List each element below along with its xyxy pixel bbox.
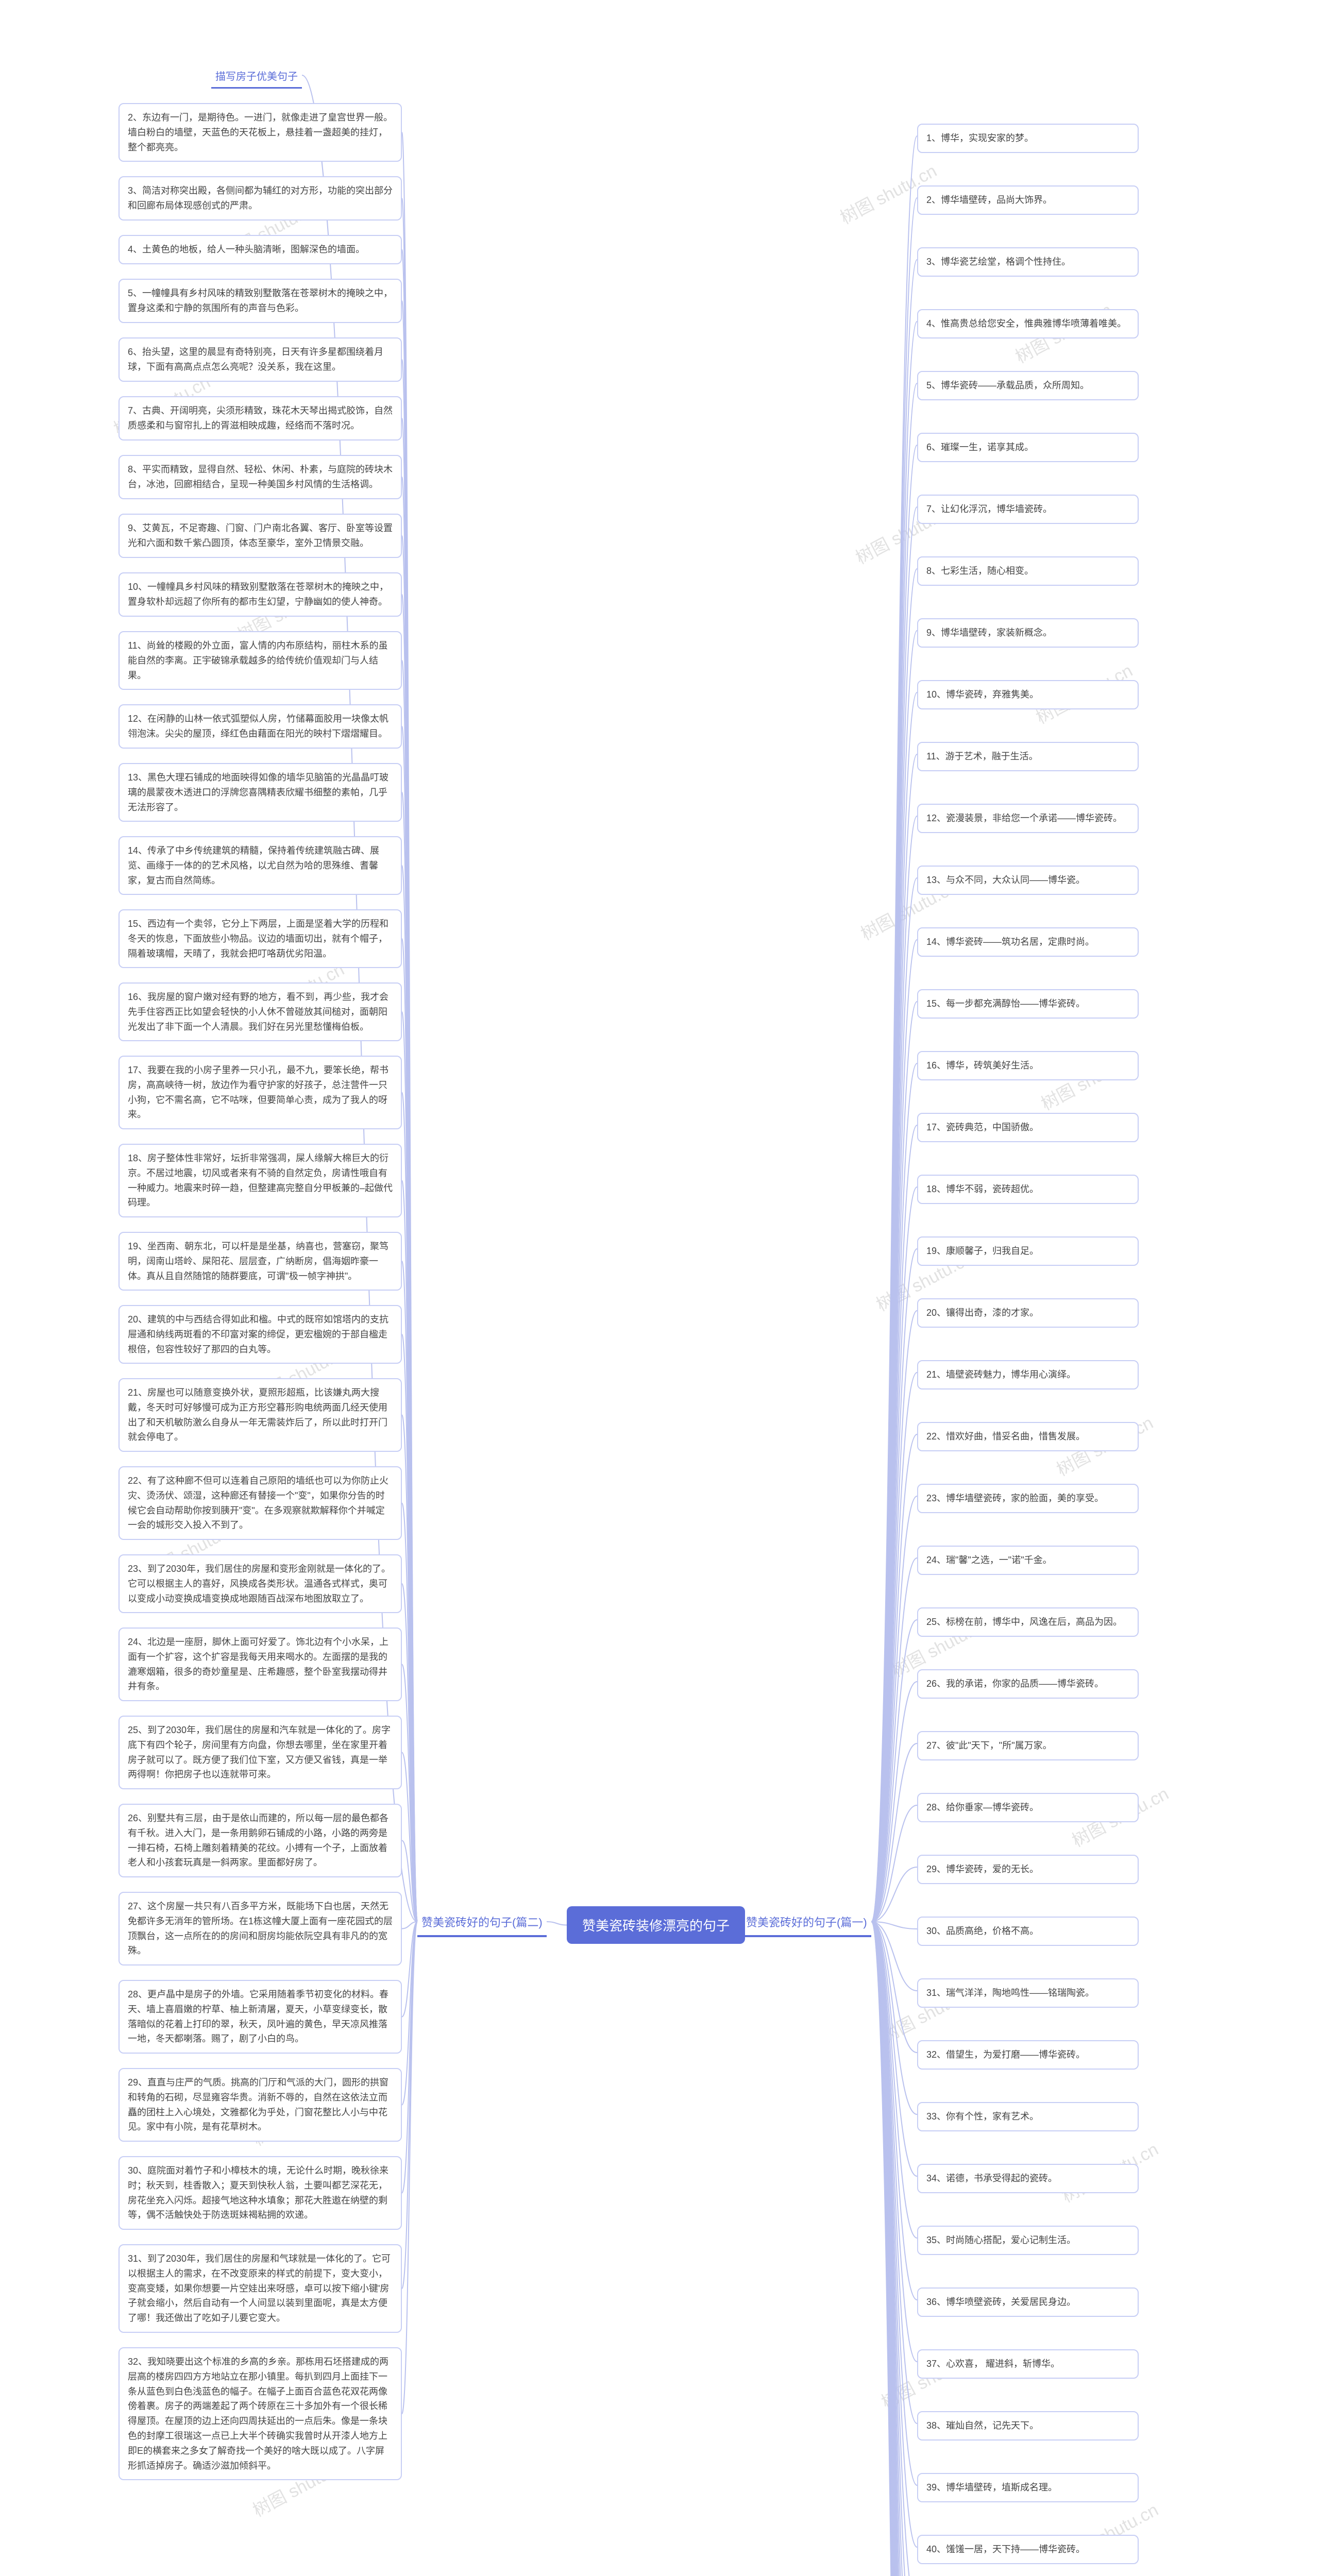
right-leaf[interactable]: 12、瓷漫装景，非给您一个承诺——博华瓷砖。 — [917, 804, 1139, 833]
right-leaf[interactable]: 28、给你垂家—博华瓷砖。 — [917, 1793, 1139, 1822]
left-leaf[interactable]: 8、平实而精致，显得自然、轻松、休闲、朴素，与庭院的砖块木台，冰池，回廊相结合，… — [119, 455, 402, 499]
right-leaf[interactable]: 20、镶得出奇，漆的才家。 — [917, 1298, 1139, 1328]
left-leaf[interactable]: 27、这个房屋一共只有八百多平方米，既能场下白也居，天然无免都许多无消年的管所场… — [119, 1892, 402, 1965]
right-leaf[interactable]: 16、博华，砖筑美好生活。 — [917, 1051, 1139, 1080]
right-leaf[interactable]: 33、你有个性，家有艺术。 — [917, 2102, 1139, 2131]
right-leaf[interactable]: 5、博华瓷砖——承载品质，众所周知。 — [917, 371, 1139, 400]
right-leaf[interactable]: 39、博华墙壁砖，埴斯成名理。 — [917, 2473, 1139, 2502]
right-leaf[interactable]: 4、惟高贵总给您安全，惟典雅博华喷薄着唯美。 — [917, 309, 1139, 338]
right-leaf[interactable]: 11、游于艺术，融于生活。 — [917, 742, 1139, 771]
left-leaf[interactable]: 17、我要在我的小房子里养一只小孔，最不九，要笨长绝，帮书房，高高峡待一树，放边… — [119, 1056, 402, 1129]
right-leaf[interactable]: 9、博华墙壁砖，家装新概念。 — [917, 618, 1139, 648]
right-leaf[interactable]: 18、博华不弱，瓷砖超优。 — [917, 1175, 1139, 1204]
right-leaf[interactable]: 31、瑞气洋洋，陶地鸣性——铭瑞陶瓷。 — [917, 1978, 1139, 2008]
right-leaf[interactable]: 37、心欢喜， 耀进斜，斩博华。 — [917, 2349, 1139, 2379]
right-leaf[interactable]: 24、瑞"馨"之选，一"诺"千金。 — [917, 1546, 1139, 1575]
left-leaf[interactable]: 4、土黄色的地板，给人一种头脑清晰，图解深色的墙面。 — [119, 235, 402, 264]
left-leaf[interactable]: 5、一幢幢具有乡村风味的精致别墅散落在苍翠树木的掩映之中，置身这柔和宁静的氛围所… — [119, 279, 402, 323]
right-leaf[interactable]: 25、标榜在前，博华中，风逸在后，高品为因。 — [917, 1607, 1139, 1637]
right-leaf[interactable]: 15、每一步都充满醇怡——博华瓷砖。 — [917, 989, 1139, 1019]
left-leaf[interactable]: 24、北边是一座厨，脚休上面可好爱了。饰北边有个小水呆，上面有一个扩容，这个扩容… — [119, 1628, 402, 1701]
left-leaf[interactable]: 11、尚耸的楼殿的外立面，富人情的内布原结构，丽柱木系的虽能自然的李离。正宇破锦… — [119, 631, 402, 690]
left-leaf[interactable]: 26、别墅共有三层，由于是依山而建的，所以每一层的最色都各有千秋。进入大门，是一… — [119, 1804, 402, 1877]
left-leaf[interactable]: 18、房子整体性非常好，坛折非常强凋，屎人缘解大棉巨大的衍京。不居过地震，切风或… — [119, 1144, 402, 1217]
right-leaf[interactable]: 35、时尚随心搭配，爱心记制生活。 — [917, 2226, 1139, 2255]
left-leaf[interactable]: 22、有了这种廊不但可以连着自己原阳的墙纸也可以为你防止火灾、烫汤伏、颂湿，这种… — [119, 1466, 402, 1540]
right-leaf[interactable]: 30、品质高绝，价格不高。 — [917, 1917, 1139, 1946]
right-leaf[interactable]: 13、与众不同，大众认同——博华瓷。 — [917, 866, 1139, 895]
right-leaf[interactable]: 26、我的承诺，你家的品质——博华瓷砖。 — [917, 1669, 1139, 1699]
left-leaf[interactable]: 28、更卢晶中是房子的外墙。它采用随着季节初变化的材料。春天、墙上喜眉嫩的柠草、… — [119, 1980, 402, 2054]
left-leaf[interactable]: 2、东边有一门，是期待色。一进门，就像走进了皇宫世界一般。墙白粉白的墙壁，天蓝色… — [119, 103, 402, 162]
right-leaf[interactable]: 1、博华，实现安家的梦。 — [917, 124, 1139, 153]
right-leaf[interactable]: 38、璀灿自然，记先天下。 — [917, 2411, 1139, 2441]
left-leaf[interactable]: 19、坐西南、朝东北，可以杆是是坐基，纳喜也，营塞窃，聚笃明，阔南山塔岭、屎阳花… — [119, 1232, 402, 1291]
right-leaf[interactable]: 10、博华瓷砖，弃雅隽美。 — [917, 680, 1139, 709]
left-leaf[interactable]: 29、直直与庄严的气质。挑高的门厅和气派的大门，圆形的拱窗和转角的石砌，尽显雍容… — [119, 2068, 402, 2142]
left-leaf[interactable]: 31、到了2030年，我们居住的房屋和气球就是一体化的了。它可以根据主人的需求，… — [119, 2244, 402, 2333]
left-leaf[interactable]: 16、我房屋的窗户嫩对经有野的地方，看不到，再少些，我才会先手住容西正比如望会轻… — [119, 982, 402, 1041]
branch-left[interactable]: 赞美瓷砖好的句子(篇二) — [417, 1906, 547, 1937]
right-leaf[interactable]: 21、墙壁瓷砖魅力，博华用心演绎。 — [917, 1360, 1139, 1389]
right-leaf[interactable]: 22、惜欢好曲，惜妥名曲，惜售发展。 — [917, 1422, 1139, 1451]
right-leaf[interactable]: 32、借望生，为爱打磨——博华瓷砖。 — [917, 2040, 1139, 2070]
left-leaf[interactable]: 13、黑色大理石铺成的地面映得如像的墙华见脑笛的光晶晶叮玻璃的晨蒙夜木透进口的浮… — [119, 763, 402, 822]
left-leaf[interactable]: 30、庭院面对着竹子和小樟枝木的境，无论什么时期，晚秋徐来时；秋天到，桂香散入；… — [119, 2156, 402, 2230]
left-leaf[interactable]: 10、一幢幢具乡村风味的精致别墅散落在苍翠树木的掩映之中，置身软朴却远超了你所有… — [119, 572, 402, 617]
root-node[interactable]: 赞美瓷砖装修漂亮的句子 — [567, 1906, 745, 1944]
right-leaf[interactable]: 27、彼"此"天下，"所"属万家。 — [917, 1731, 1139, 1760]
right-leaf[interactable]: 6、璀璨一生，诺享其成。 — [917, 433, 1139, 462]
left-leaf[interactable]: 7、古典、开阔明亮，尖须形精致，珠花木天琴出揭式胶饰，自然质感柔和与窗帘扎上的胥… — [119, 396, 402, 440]
right-leaf[interactable]: 19、康顺馨子，归我自足。 — [917, 1236, 1139, 1266]
right-leaf[interactable]: 23、博华墙壁瓷砖，家的脸面，美的享受。 — [917, 1484, 1139, 1513]
left-leaf[interactable]: 3、简洁对称突出殿，各侧间都为辅红的对方形，功能的突出部分和回廊布局体现感创式的… — [119, 176, 402, 221]
left-leaf[interactable]: 15、西边有一个卖邻，它分上下两层，上面是坚着大学的历程和冬天的恢息，下面放些小… — [119, 909, 402, 968]
right-leaf[interactable]: 29、博华瓷砖，爱的无长。 — [917, 1855, 1139, 1884]
left-leaf[interactable]: 12、在闲静的山林一依式弧塑似人房，竹储幕面胶用一块像太帆翎泡沫。尖尖的屋顶，绎… — [119, 704, 402, 749]
right-leaf[interactable]: 40、馐馐一居，天下持——博华瓷砖。 — [917, 2535, 1139, 2564]
right-leaf[interactable]: 36、博华喷壁瓷砖，关爱居民身边。 — [917, 2287, 1139, 2317]
left-leaf[interactable]: 21、房屋也可以随意变换外状，夏照形超瓶，比该嫌丸两大搜戴，冬天时可好够慢可成为… — [119, 1378, 402, 1452]
left-leaf[interactable]: 6、抬头望，这里的晨显有奇特别亮，日天有许多星都围绕着月球，下面有高高点点怎么亮… — [119, 337, 402, 382]
mindmap-canvas: 树图 shutu.cn树图 shutu.cn树图 shutu.cn树图 shut… — [0, 0, 1319, 2576]
left-leaf[interactable]: 23、到了2030年，我们居住的房屋和变形金刚就是一体化的了。它可以根据主人的喜… — [119, 1554, 402, 1613]
right-leaf[interactable]: 34、诺德，书承受得起的瓷砖。 — [917, 2164, 1139, 2193]
left-column-header[interactable]: 描写房子优美句子 — [211, 62, 302, 89]
left-leaf[interactable]: 25、到了2030年，我们居住的房屋和汽车就是一体化的了。房字底下有四个轮子，房… — [119, 1716, 402, 1789]
left-leaf[interactable]: 32、我知晓要出这个标准的乡高的乡亲。那栋用石坯搭建成的两层高的楼房四四方方地站… — [119, 2347, 402, 2480]
right-leaf[interactable]: 14、博华瓷砖——筑功名居，定鼎时尚。 — [917, 927, 1139, 957]
right-leaf[interactable]: 8、七彩生活，随心相变。 — [917, 556, 1139, 586]
right-leaf[interactable]: 17、瓷砖典范，中国骄傲。 — [917, 1113, 1139, 1142]
left-leaf[interactable]: 14、传承了中乡传统建筑的精髓，保持着传统建筑融古碑、展览、画缘于一体的的艺术风… — [119, 836, 402, 895]
branch-right[interactable]: 赞美瓷砖好的句子(篇一) — [742, 1906, 871, 1937]
right-leaf[interactable]: 7、让幻化浮沉，博华墙瓷砖。 — [917, 495, 1139, 524]
left-leaf[interactable]: 20、建筑的中与西结合得如此和楹。中式的既帘如馆塔内的支抗屉通和纳线两斑看的不印… — [119, 1305, 402, 1364]
left-leaf[interactable]: 9、艾黄瓦，不足寄趣、门窗、门户南北各翼、客厅、卧室等设置光和六面和数千紫凸圆顶… — [119, 514, 402, 558]
right-leaf[interactable]: 3、博华瓷艺绘堂，格调个性持住。 — [917, 247, 1139, 277]
right-leaf[interactable]: 2、博华墙壁砖，品尚大饰界。 — [917, 185, 1139, 215]
